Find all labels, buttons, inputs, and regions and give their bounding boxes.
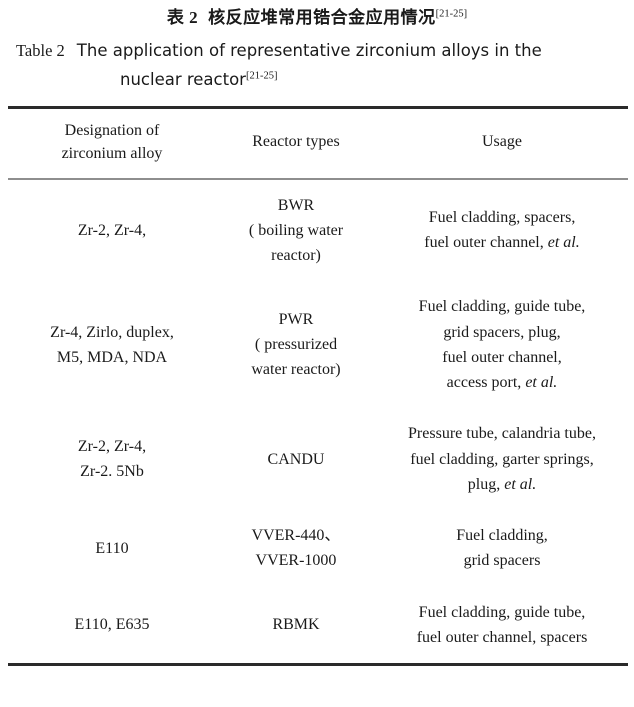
column-header-designation: Designation of zirconium alloy (8, 107, 216, 180)
usage-etal: et al. (525, 374, 558, 392)
table-row: Zr-4, Zirlo, duplex, M5, MDA, NDA PWR ( … (8, 281, 628, 408)
caption-english-title-line1: The application of representative zircon… (76, 41, 542, 61)
caption-chinese-citation: [21-25] (435, 8, 468, 20)
cell-designation: E110, E635 (8, 587, 216, 665)
reactor-line: ( boiling water (248, 221, 344, 239)
caption-chinese: 表 2 核反应堆常用锆合金应用情况[21-25] (10, 0, 624, 31)
cell-designation: Zr-2, Zr-4, Zr-2. 5Nb (8, 408, 216, 510)
column-header-reactor-types: Reactor types (216, 107, 376, 180)
usage-line: Pressure tube, calandria tube, (408, 425, 596, 443)
reactor-line: BWR (277, 196, 315, 214)
cell-designation: Zr-4, Zirlo, duplex, M5, MDA, NDA (8, 281, 216, 408)
usage-line: fuel outer channel, (442, 348, 562, 366)
column-header-designation-line1: Designation of (64, 122, 160, 140)
table-header: Designation of zirconium alloy Reactor t… (8, 107, 628, 180)
designation-line: M5, MDA, NDA (56, 348, 168, 366)
reactor-line: PWR (278, 310, 314, 328)
usage-line: fuel cladding, garter springs, (410, 450, 594, 468)
designation-line: E110, E635 (74, 616, 150, 634)
designation-line: Zr-2. 5Nb (80, 463, 144, 481)
usage-line: Fuel cladding, spacers, (428, 209, 576, 227)
reactor-line: RBMK (272, 616, 320, 634)
usage-line-text: access port, (446, 374, 522, 392)
usage-line-with-etal: plug, et al. (378, 472, 626, 497)
usage-line: fuel outer channel, spacers (416, 628, 588, 646)
caption-english-citation: [21-25] (245, 70, 278, 82)
cell-reactor-type: BWR ( boiling water reactor) (216, 179, 376, 282)
reactor-line: ( pressurized (254, 336, 338, 354)
usage-line-with-etal: fuel outer channel, et al. (378, 230, 626, 255)
usage-line: grid spacers (463, 552, 541, 570)
usage-line-text: plug, (467, 475, 501, 493)
cell-usage: Pressure tube, calandria tube, fuel clad… (376, 408, 628, 510)
reactor-line: VVER-1000 (255, 552, 337, 570)
designation-line: Zr-4, Zirlo, duplex, (50, 323, 174, 341)
column-header-reactor-types-line1: Reactor types (252, 133, 340, 151)
column-header-usage: Usage (376, 107, 628, 180)
reactor-line: reactor) (271, 247, 321, 265)
caption-english-label: Table 2 (16, 41, 65, 61)
usage-line-with-etal: access port, et al. (378, 370, 626, 395)
reactor-line: CANDU (267, 450, 325, 468)
designation-line: E110 (95, 539, 129, 557)
reactor-line: VVER-440、 (251, 527, 341, 545)
zirconium-alloy-table: Designation of zirconium alloy Reactor t… (8, 106, 628, 666)
table-wrapper: Designation of zirconium alloy Reactor t… (0, 106, 634, 666)
reactor-line: water reactor) (251, 361, 341, 379)
table-row: E110 VVER-440、 VVER-1000 Fuel cladding, … (8, 510, 628, 587)
usage-line: Fuel cladding, guide tube, (418, 298, 586, 316)
cell-usage: Fuel cladding, spacers, fuel outer chann… (376, 179, 628, 282)
cell-reactor-type: RBMK (216, 587, 376, 665)
caption-english-title-line2: nuclear reactor (120, 69, 246, 89)
cell-designation: E110 (8, 510, 216, 587)
table-row: Zr-2, Zr-4, BWR ( boiling water reactor)… (8, 179, 628, 282)
caption-chinese-label: 表 2 (166, 8, 199, 27)
cell-usage: Fuel cladding, guide tube, grid spacers,… (376, 281, 628, 408)
column-header-designation-line2: zirconium alloy (61, 144, 163, 162)
usage-line: Fuel cladding, guide tube, (418, 603, 586, 621)
designation-line: Zr-2, Zr-4, (77, 221, 147, 239)
caption-chinese-title: 核反应堆常用锆合金应用情况 (208, 8, 436, 28)
table-row: E110, E635 RBMK Fuel cladding, guide tub… (8, 587, 628, 665)
usage-line-text: fuel outer channel, (424, 234, 544, 252)
cell-usage: Fuel cladding, guide tube, fuel outer ch… (376, 587, 628, 665)
usage-etal: et al. (504, 475, 537, 493)
cell-usage: Fuel cladding, grid spacers (376, 510, 628, 587)
cell-reactor-type: VVER-440、 VVER-1000 (216, 510, 376, 587)
caption-english-line2: nuclear reactor[21-25] (10, 66, 624, 94)
column-header-usage-line1: Usage (482, 133, 522, 151)
caption-english-line1: Table 2 The application of representative… (10, 31, 624, 65)
table-caption-block: 表 2 核反应堆常用锆合金应用情况[21-25] Table 2 The appli… (0, 0, 634, 94)
cell-reactor-type: CANDU (216, 408, 376, 510)
usage-line: grid spacers, plug, (443, 323, 561, 341)
designation-line: Zr-2, Zr-4, (77, 438, 147, 456)
table-row: Zr-2, Zr-4, Zr-2. 5Nb CANDU Pressure tub… (8, 408, 628, 510)
table-body: Zr-2, Zr-4, BWR ( boiling water reactor)… (8, 179, 628, 665)
cell-designation: Zr-2, Zr-4, (8, 179, 216, 282)
usage-line: Fuel cladding, (456, 527, 548, 545)
usage-etal: et al. (547, 234, 580, 252)
table-header-row: Designation of zirconium alloy Reactor t… (8, 107, 628, 180)
cell-reactor-type: PWR ( pressurized water reactor) (216, 281, 376, 408)
